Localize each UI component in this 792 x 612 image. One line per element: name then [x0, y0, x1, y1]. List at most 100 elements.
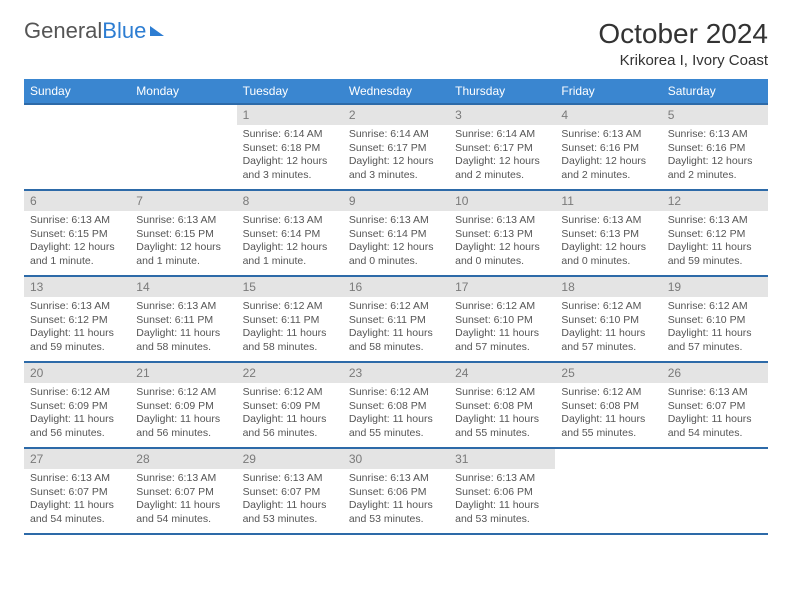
day-body: Sunrise: 6:14 AMSunset: 6:17 PMDaylight:…	[449, 125, 555, 189]
day-body: Sunrise: 6:13 AMSunset: 6:15 PMDaylight:…	[130, 211, 236, 275]
daylight-text: Daylight: 12 hours and 2 minutes.	[455, 155, 549, 182]
day-cell: 28Sunrise: 6:13 AMSunset: 6:07 PMDayligh…	[130, 448, 236, 534]
sunset-text: Sunset: 6:07 PM	[136, 486, 230, 500]
col-saturday: Saturday	[662, 79, 768, 104]
daylight-text: Daylight: 12 hours and 2 minutes.	[561, 155, 655, 182]
sunset-text: Sunset: 6:14 PM	[243, 228, 337, 242]
day-cell: 22Sunrise: 6:12 AMSunset: 6:09 PMDayligh…	[237, 362, 343, 448]
sunrise-text: Sunrise: 6:13 AM	[455, 214, 549, 228]
daylight-text: Daylight: 11 hours and 55 minutes.	[349, 413, 443, 440]
daylight-text: Daylight: 11 hours and 59 minutes.	[30, 327, 124, 354]
day-cell: 19Sunrise: 6:12 AMSunset: 6:10 PMDayligh…	[662, 276, 768, 362]
day-cell: 5Sunrise: 6:13 AMSunset: 6:16 PMDaylight…	[662, 104, 768, 190]
day-body: Sunrise: 6:12 AMSunset: 6:10 PMDaylight:…	[555, 297, 661, 361]
daylight-text: Daylight: 11 hours and 56 minutes.	[136, 413, 230, 440]
day-cell: 17Sunrise: 6:12 AMSunset: 6:10 PMDayligh…	[449, 276, 555, 362]
day-cell: 3Sunrise: 6:14 AMSunset: 6:17 PMDaylight…	[449, 104, 555, 190]
day-number: 12	[662, 191, 768, 211]
sunset-text: Sunset: 6:11 PM	[349, 314, 443, 328]
day-cell: 4Sunrise: 6:13 AMSunset: 6:16 PMDaylight…	[555, 104, 661, 190]
day-number: 4	[555, 105, 661, 125]
calendar: Sunday Monday Tuesday Wednesday Thursday…	[24, 79, 768, 535]
sunrise-text: Sunrise: 6:13 AM	[455, 472, 549, 486]
daylight-text: Daylight: 11 hours and 59 minutes.	[668, 241, 762, 268]
day-number: 13	[24, 277, 130, 297]
day-cell: 21Sunrise: 6:12 AMSunset: 6:09 PMDayligh…	[130, 362, 236, 448]
logo-part1: General	[24, 18, 102, 44]
day-body: Sunrise: 6:13 AMSunset: 6:14 PMDaylight:…	[343, 211, 449, 275]
col-friday: Friday	[555, 79, 661, 104]
day-cell: 14Sunrise: 6:13 AMSunset: 6:11 PMDayligh…	[130, 276, 236, 362]
daylight-text: Daylight: 11 hours and 56 minutes.	[243, 413, 337, 440]
day-body: Sunrise: 6:13 AMSunset: 6:14 PMDaylight:…	[237, 211, 343, 275]
day-body: Sunrise: 6:13 AMSunset: 6:13 PMDaylight:…	[555, 211, 661, 275]
header-row: Sunday Monday Tuesday Wednesday Thursday…	[24, 79, 768, 104]
day-body: Sunrise: 6:13 AMSunset: 6:07 PMDaylight:…	[130, 469, 236, 533]
sunset-text: Sunset: 6:11 PM	[136, 314, 230, 328]
sunrise-text: Sunrise: 6:12 AM	[561, 300, 655, 314]
sunrise-text: Sunrise: 6:13 AM	[30, 300, 124, 314]
day-number: 20	[24, 363, 130, 383]
col-sunday: Sunday	[24, 79, 130, 104]
sunset-text: Sunset: 6:08 PM	[561, 400, 655, 414]
day-number: 22	[237, 363, 343, 383]
sunset-text: Sunset: 6:06 PM	[455, 486, 549, 500]
day-number: 21	[130, 363, 236, 383]
sunrise-text: Sunrise: 6:13 AM	[243, 472, 337, 486]
location: Krikorea I, Ivory Coast	[598, 52, 768, 69]
daylight-text: Daylight: 11 hours and 54 minutes.	[668, 413, 762, 440]
day-body: Sunrise: 6:12 AMSunset: 6:09 PMDaylight:…	[130, 383, 236, 447]
day-number: 1	[237, 105, 343, 125]
day-number: 23	[343, 363, 449, 383]
week-row: 13Sunrise: 6:13 AMSunset: 6:12 PMDayligh…	[24, 276, 768, 362]
day-number: 19	[662, 277, 768, 297]
sunset-text: Sunset: 6:13 PM	[561, 228, 655, 242]
day-number: 15	[237, 277, 343, 297]
sunrise-text: Sunrise: 6:13 AM	[668, 214, 762, 228]
day-number: 24	[449, 363, 555, 383]
day-number: 18	[555, 277, 661, 297]
sunset-text: Sunset: 6:08 PM	[349, 400, 443, 414]
day-number: 14	[130, 277, 236, 297]
col-thursday: Thursday	[449, 79, 555, 104]
week-row: 6Sunrise: 6:13 AMSunset: 6:15 PMDaylight…	[24, 190, 768, 276]
sunrise-text: Sunrise: 6:12 AM	[455, 386, 549, 400]
week-row: 1Sunrise: 6:14 AMSunset: 6:18 PMDaylight…	[24, 104, 768, 190]
day-cell: 29Sunrise: 6:13 AMSunset: 6:07 PMDayligh…	[237, 448, 343, 534]
sunset-text: Sunset: 6:16 PM	[668, 142, 762, 156]
day-number: 8	[237, 191, 343, 211]
sunrise-text: Sunrise: 6:13 AM	[30, 472, 124, 486]
daylight-text: Daylight: 11 hours and 53 minutes.	[349, 499, 443, 526]
sunrise-text: Sunrise: 6:12 AM	[455, 300, 549, 314]
daylight-text: Daylight: 11 hours and 54 minutes.	[136, 499, 230, 526]
day-body: Sunrise: 6:12 AMSunset: 6:09 PMDaylight:…	[24, 383, 130, 447]
sunrise-text: Sunrise: 6:14 AM	[243, 128, 337, 142]
sunrise-text: Sunrise: 6:13 AM	[243, 214, 337, 228]
day-cell: 30Sunrise: 6:13 AMSunset: 6:06 PMDayligh…	[343, 448, 449, 534]
day-cell: 2Sunrise: 6:14 AMSunset: 6:17 PMDaylight…	[343, 104, 449, 190]
daylight-text: Daylight: 11 hours and 57 minutes.	[561, 327, 655, 354]
day-body: Sunrise: 6:12 AMSunset: 6:08 PMDaylight:…	[449, 383, 555, 447]
sunrise-text: Sunrise: 6:12 AM	[243, 300, 337, 314]
day-number: 11	[555, 191, 661, 211]
day-cell	[555, 448, 661, 534]
daylight-text: Daylight: 12 hours and 1 minute.	[136, 241, 230, 268]
logo-part2: Blue	[102, 18, 146, 44]
sunrise-text: Sunrise: 6:13 AM	[136, 472, 230, 486]
daylight-text: Daylight: 12 hours and 0 minutes.	[561, 241, 655, 268]
sunset-text: Sunset: 6:17 PM	[455, 142, 549, 156]
sunset-text: Sunset: 6:16 PM	[561, 142, 655, 156]
day-body: Sunrise: 6:12 AMSunset: 6:10 PMDaylight:…	[662, 297, 768, 361]
sunrise-text: Sunrise: 6:13 AM	[349, 214, 443, 228]
day-cell: 18Sunrise: 6:12 AMSunset: 6:10 PMDayligh…	[555, 276, 661, 362]
day-cell: 10Sunrise: 6:13 AMSunset: 6:13 PMDayligh…	[449, 190, 555, 276]
sunset-text: Sunset: 6:15 PM	[30, 228, 124, 242]
daylight-text: Daylight: 11 hours and 57 minutes.	[455, 327, 549, 354]
day-number: 30	[343, 449, 449, 469]
daylight-text: Daylight: 11 hours and 53 minutes.	[243, 499, 337, 526]
sunset-text: Sunset: 6:09 PM	[30, 400, 124, 414]
day-body: Sunrise: 6:12 AMSunset: 6:11 PMDaylight:…	[237, 297, 343, 361]
daylight-text: Daylight: 11 hours and 55 minutes.	[561, 413, 655, 440]
sunset-text: Sunset: 6:13 PM	[455, 228, 549, 242]
day-number: 25	[555, 363, 661, 383]
